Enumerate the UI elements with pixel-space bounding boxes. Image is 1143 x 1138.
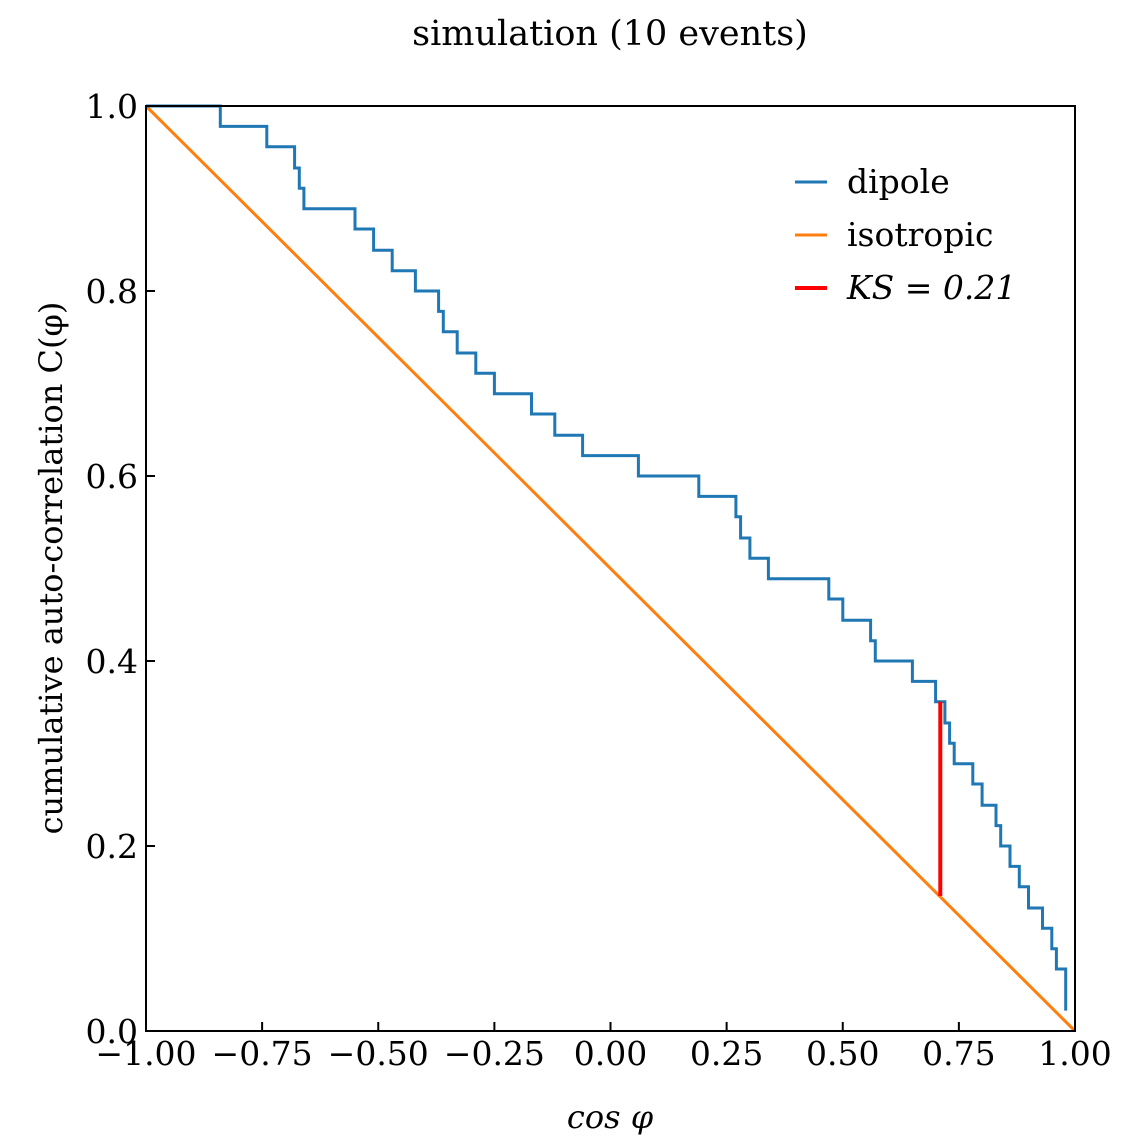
x-tick-label: 0.75	[922, 1034, 995, 1073]
legend-label: dipole	[847, 162, 950, 201]
x-tick-label: −0.50	[328, 1034, 429, 1073]
y-tick-label: 0.4	[86, 642, 138, 681]
chart-title: simulation (10 events)	[412, 14, 808, 54]
y-tick-label: 1.0	[86, 87, 138, 126]
x-tick-label: −0.75	[212, 1034, 313, 1073]
x-axis: −1.00 −0.75 −0.50 −0.25 0.00 0.25 0.50 0.75 1.00	[95, 1022, 1112, 1073]
x-tick-label: −0.25	[444, 1034, 545, 1073]
x-tick-label: −1.00	[95, 1034, 196, 1073]
y-tick-label: 0.0	[86, 1012, 138, 1051]
series-dipole-line	[146, 104, 1068, 1011]
legend: dipole isotropic KS = 0.21	[795, 162, 1016, 307]
y-axis: 0.0 0.2 0.4 0.6 0.8 1.0	[86, 87, 155, 1051]
x-tick-label: 0.25	[690, 1034, 763, 1073]
y-axis-label: cumulative auto-correlation C(φ)	[32, 302, 70, 835]
x-tick-label: 0.00	[574, 1034, 647, 1073]
series-isotropic-line	[144, 104, 1077, 1033]
y-tick-label: 0.8	[86, 272, 138, 311]
x-axis-label: cos φ	[567, 1098, 654, 1136]
x-tick-label: 0.50	[806, 1034, 879, 1073]
plot-area	[144, 104, 1077, 1033]
y-tick-label: 0.6	[86, 457, 138, 496]
x-tick-label: 1.00	[1038, 1034, 1111, 1073]
legend-label: KS = 0.21	[846, 268, 1016, 307]
legend-label: isotropic	[847, 215, 993, 254]
y-tick-label: 0.2	[86, 827, 138, 866]
